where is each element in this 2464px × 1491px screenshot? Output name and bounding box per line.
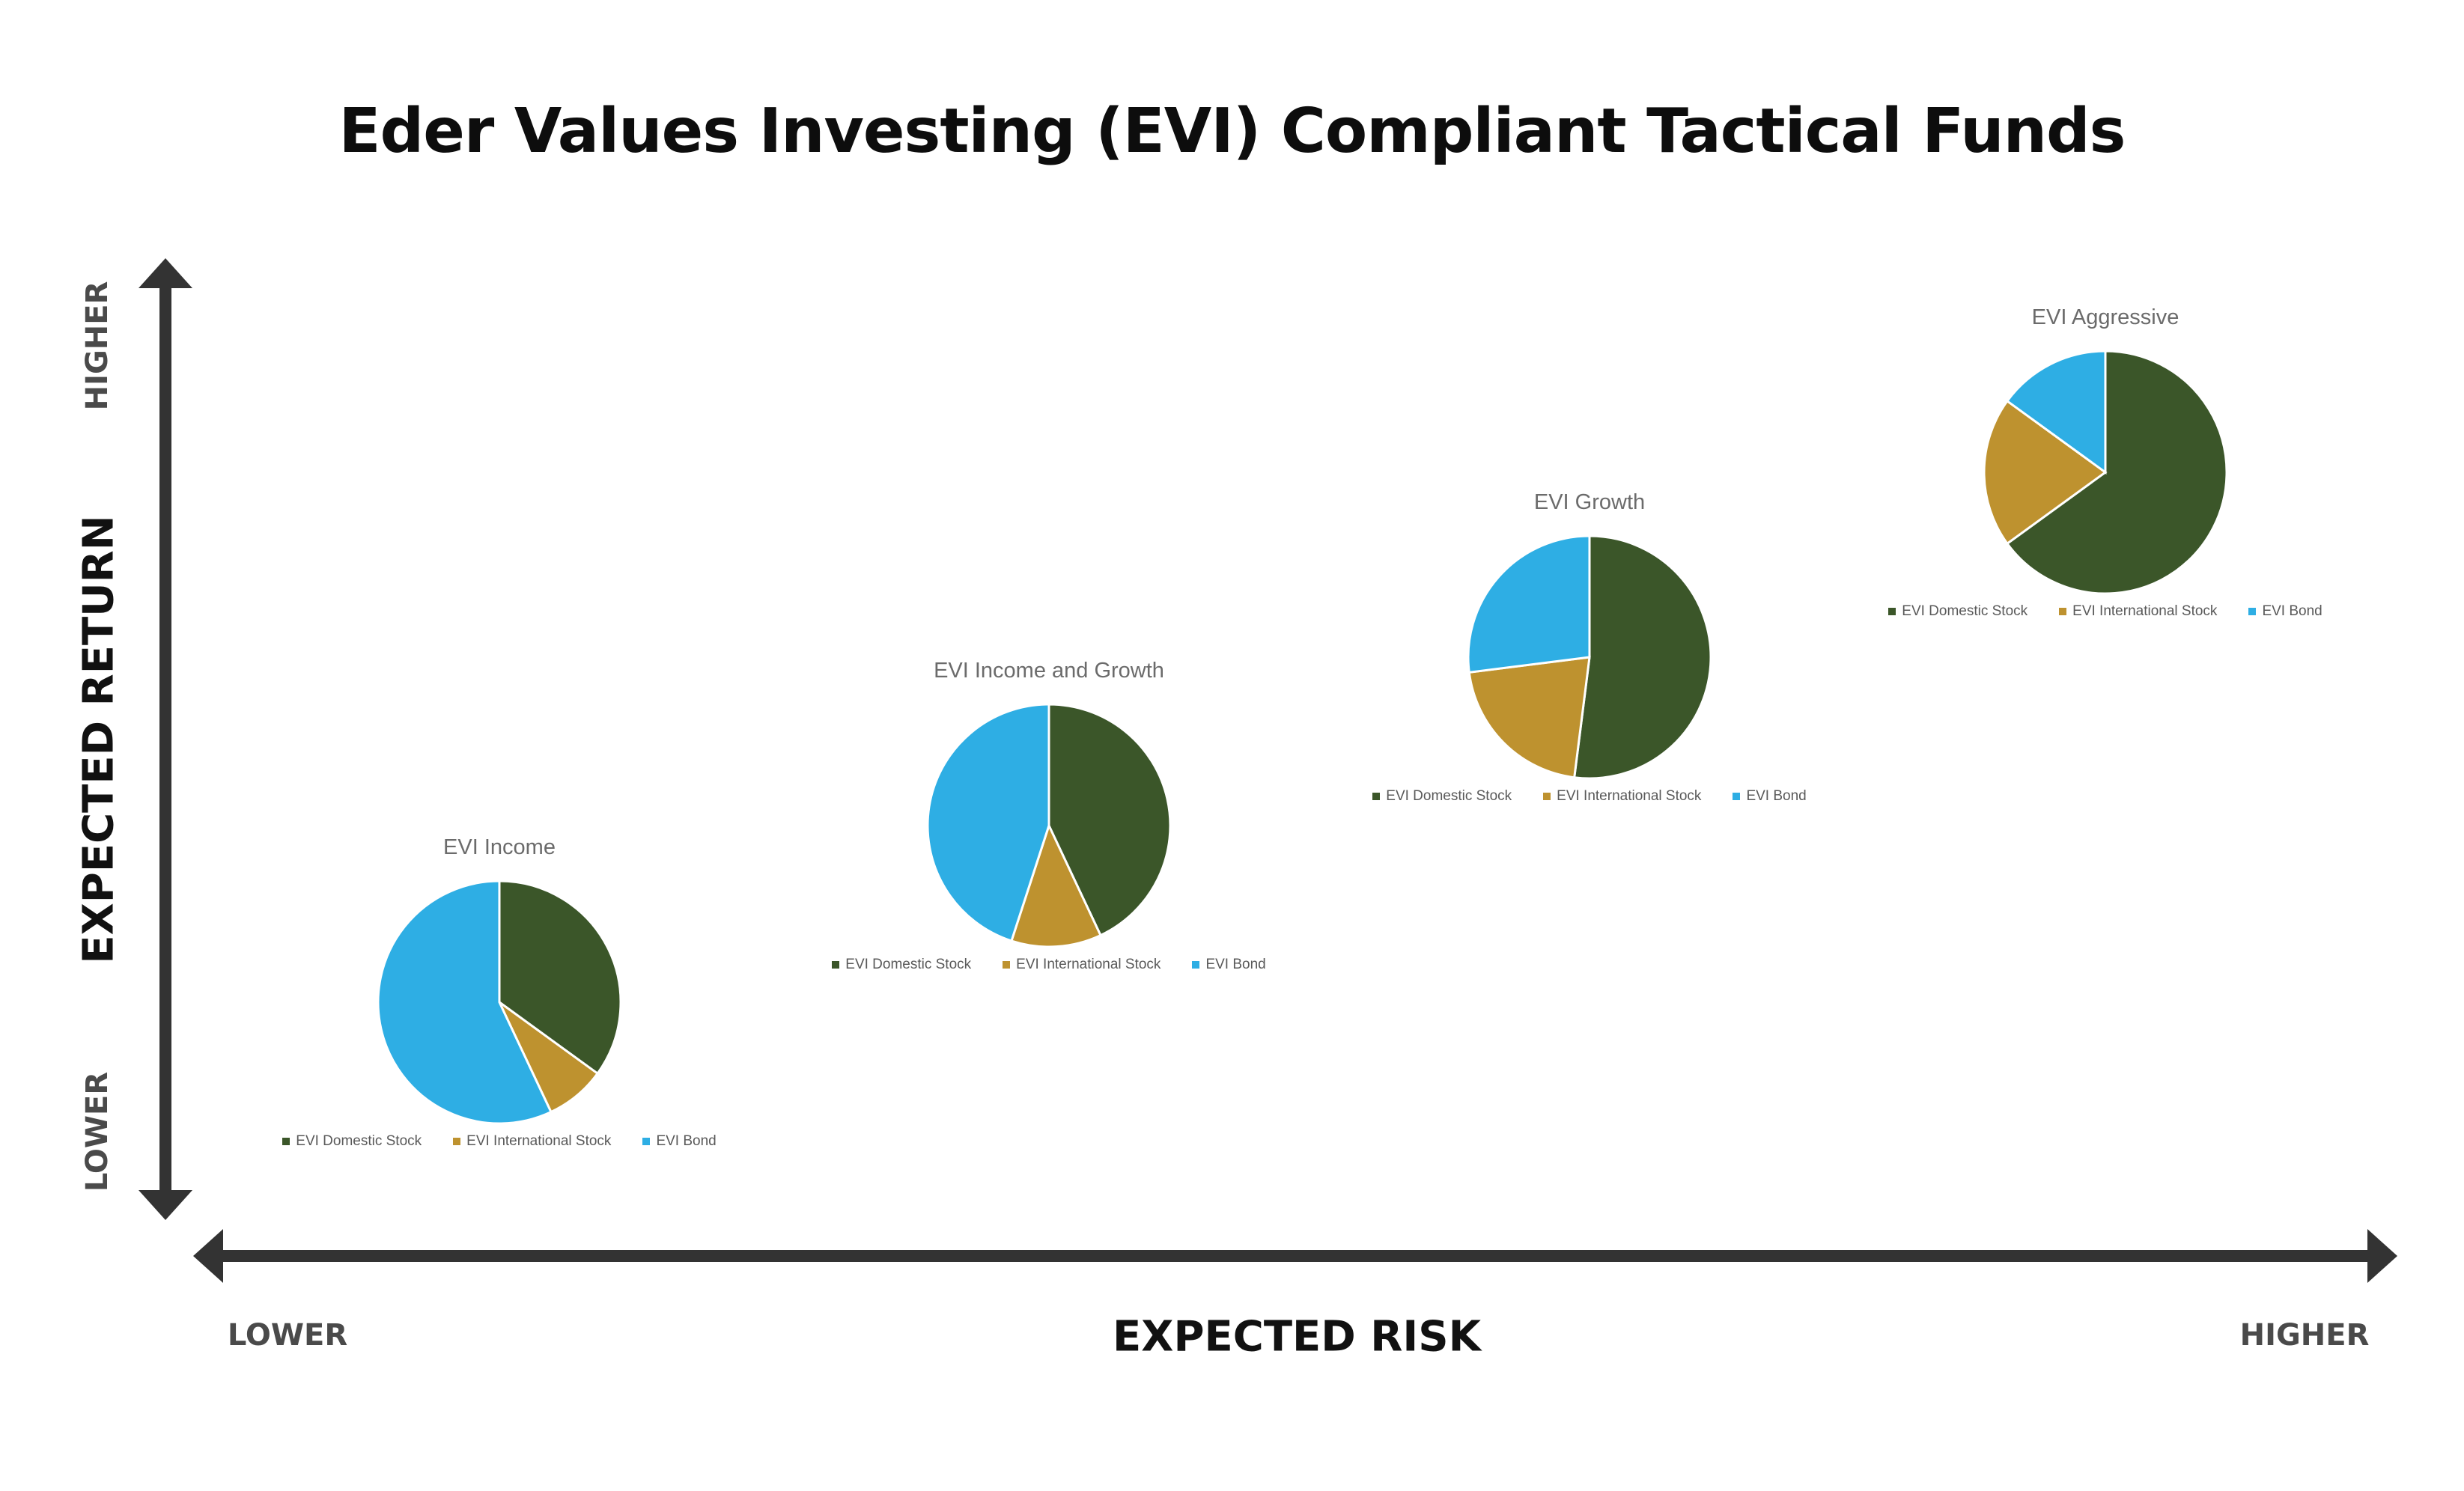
legend-swatch	[1888, 608, 1896, 615]
legend-label: EVI Bond	[1205, 957, 1266, 972]
legend-item-domestic: EVI Domestic Stock	[1888, 603, 2028, 620]
legend-swatch	[1372, 793, 1381, 800]
slice-bond	[1467, 534, 1591, 674]
legend-item-domestic: EVI Domestic Stock	[832, 957, 971, 973]
slice-domestic-stock	[2005, 350, 2228, 595]
slice-international-stock	[1983, 399, 2108, 546]
slice-domestic-stock	[1047, 703, 1172, 937]
legend: EVI Domestic Stock EVI International Sto…	[1787, 603, 2424, 620]
slice-bond	[2005, 350, 2107, 475]
x-axis-arrow	[193, 1229, 2397, 1283]
legend-item-bond: EVI Bond	[2248, 603, 2322, 620]
slice-international-stock	[1010, 822, 1102, 948]
fund-chart-aggressive: EVI Aggressive EVI Domestic Stock EVI In…	[1888, 305, 2322, 635]
y-axis-high-label: HIGHER	[80, 281, 115, 411]
legend-label: EVI Domestic Stock	[845, 957, 972, 972]
legend-item-international: EVI International Stock	[2059, 603, 2217, 620]
legend-label: EVI International Stock	[466, 1133, 612, 1149]
legend-swatch	[642, 1138, 651, 1145]
legend-label: EVI International Stock	[1016, 957, 1161, 972]
legend-item-bond: EVI Bond	[642, 1133, 717, 1150]
legend-swatch	[832, 961, 840, 969]
page-title: Eder Values Investing (EVI) Compliant Ta…	[338, 96, 2126, 167]
legend-item-domestic: EVI Domestic Stock	[282, 1133, 422, 1150]
legend: EVI Domestic Stock EVI International Sto…	[1271, 788, 1908, 805]
legend-item-domestic: EVI Domestic Stock	[1372, 788, 1512, 805]
y-axis-arrow	[139, 258, 192, 1220]
y-axis-low-label: LOWER	[80, 1071, 115, 1192]
legend-label: EVI Domestic Stock	[296, 1133, 422, 1149]
legend-label: EVI Bond	[656, 1133, 717, 1149]
legend-swatch	[1003, 961, 1011, 969]
legend-label: EVI International Stock	[2072, 603, 2218, 619]
fund-chart-growth: EVI Growth EVI Domestic Stock EVI Intern…	[1372, 490, 1807, 820]
fund-chart-income-and-growth: EVI Income and Growth EVI Domestic Stock…	[832, 659, 1266, 988]
legend-label: EVI Bond	[2262, 603, 2322, 619]
slice-international-stock	[1467, 656, 1591, 779]
legend-swatch	[2059, 608, 2067, 615]
slice-bond	[926, 703, 1050, 942]
legend-swatch	[1733, 793, 1741, 800]
x-axis-high-label: HIGHER	[2239, 1318, 2370, 1353]
fund-title: EVI Aggressive	[2031, 305, 2179, 329]
legend: EVI Domestic Stock EVI International Sto…	[181, 1133, 818, 1150]
legend: EVI Domestic Stock EVI International Sto…	[731, 957, 1367, 973]
slice-bond	[377, 879, 553, 1125]
legend-swatch	[1543, 793, 1551, 800]
legend-swatch	[1192, 961, 1200, 969]
legend-label: EVI Domestic Stock	[1902, 603, 2028, 619]
legend-item-bond: EVI Bond	[1192, 957, 1266, 973]
fund-title: EVI Income	[443, 835, 556, 859]
legend-label: EVI Domestic Stock	[1386, 788, 1512, 804]
slice-domestic-stock	[498, 879, 622, 1076]
legend-swatch	[282, 1138, 290, 1145]
fund-chart-income: EVI Income EVI Domestic Stock EVI Intern…	[282, 835, 717, 1165]
pie-chart	[377, 879, 622, 1125]
legend-item-bond: EVI Bond	[1733, 788, 1807, 805]
y-axis-title: EXPECTED RETURN	[74, 515, 124, 964]
x-axis-title: EXPECTED RISK	[1113, 1312, 1481, 1362]
legend-item-international: EVI International Stock	[453, 1133, 611, 1150]
x-axis-low-label: LOWER	[227, 1318, 348, 1353]
fund-title: EVI Growth	[1533, 490, 1646, 514]
legend-item-international: EVI International Stock	[1003, 957, 1160, 973]
legend-swatch	[2248, 608, 2257, 615]
legend-label: EVI International Stock	[1557, 788, 1702, 804]
pie-chart	[1983, 350, 2228, 595]
legend-label: EVI Bond	[1746, 788, 1807, 804]
legend-item-international: EVI International Stock	[1543, 788, 1701, 805]
slice-domestic-stock	[1573, 534, 1712, 780]
pie-chart	[1467, 534, 1712, 780]
legend-swatch	[453, 1138, 461, 1145]
pie-chart	[926, 703, 1172, 948]
fund-title: EVI Income and Growth	[934, 659, 1164, 683]
